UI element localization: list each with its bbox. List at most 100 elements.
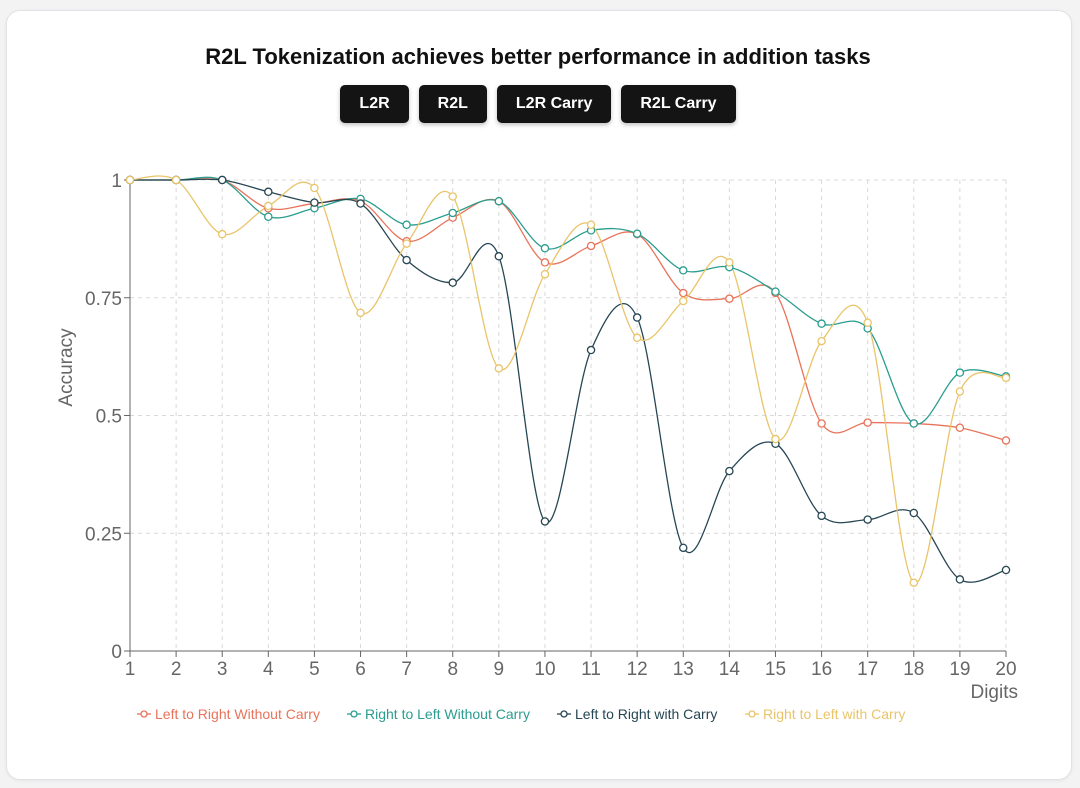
data-point-right-to-left-without-carry: [679, 266, 688, 275]
data-point-right-to-left-without-carry: [632, 229, 642, 238]
l2r-button[interactable]: L2R: [340, 85, 409, 123]
data-point-left-to-right-without-carry: [679, 288, 688, 298]
x-tick-label: 13: [673, 659, 694, 680]
x-tick-label: 1: [125, 659, 136, 680]
data-point-left-to-right-with-carry: [863, 515, 872, 524]
x-tick-label: 14: [719, 659, 741, 680]
data-point-right-to-left-with-carry: [171, 175, 181, 185]
y-tick-label: 0: [111, 642, 122, 663]
x-tick-label: 12: [627, 659, 648, 680]
chart-title: R2L Tokenization achieves better perform…: [205, 44, 871, 69]
x-tick-label: 20: [995, 659, 1016, 680]
x-tick-label: 3: [217, 659, 228, 680]
data-point-left-to-right-with-carry: [264, 187, 273, 197]
series-line-right-to-left-without-carry: [130, 176, 1007, 425]
data-point-left-to-right-without-carry: [863, 418, 872, 427]
data-point-left-to-right-with-carry: [1001, 565, 1011, 575]
series-line-right-to-left-with-carry: [129, 175, 1007, 584]
data-point-right-to-left-with-carry: [356, 308, 365, 318]
data-point-right-to-left-with-carry: [679, 296, 688, 306]
data-point-left-to-right-with-carry: [725, 466, 734, 476]
x-tick-label: 8: [447, 659, 458, 680]
x-tick-label: 15: [765, 659, 786, 680]
data-point-left-to-right-with-carry: [817, 511, 826, 521]
legend-item-left-to-right-without-carry[interactable]: Left to Right Without Carry: [155, 706, 320, 722]
x-tick-label: 17: [857, 659, 878, 680]
series-toggle-group: L2R R2L L2R Carry R2L Carry: [0, 85, 1076, 123]
data-point-right-to-left-with-carry: [771, 434, 780, 444]
data-point-left-to-right-with-carry: [402, 255, 411, 265]
data-point-left-to-right-with-carry: [586, 345, 596, 355]
data-point-right-to-left-without-carry: [955, 368, 965, 377]
data-point-left-to-right-with-carry: [955, 575, 965, 584]
data-point-left-to-right-without-carry: [955, 423, 965, 432]
data-point-right-to-left-with-carry: [1001, 373, 1011, 383]
x-tick-label: 19: [949, 659, 970, 680]
legend-item-right-to-left-with-carry[interactable]: Right to Left with Carry: [763, 706, 905, 722]
y-tick-label: 0.75: [85, 289, 122, 310]
data-point-right-to-left-without-carry: [264, 212, 273, 221]
data-point-right-to-left-with-carry: [217, 229, 227, 239]
data-point-right-to-left-with-carry: [540, 269, 550, 279]
data-point-left-to-right-with-carry: [632, 313, 642, 322]
data-point-left-to-right-with-carry: [494, 252, 504, 261]
data-point-right-to-left-without-carry: [540, 244, 550, 253]
x-tick-label: 7: [401, 659, 412, 680]
data-point-left-to-right-without-carry: [1001, 436, 1011, 445]
data-point-right-to-left-with-carry: [448, 192, 457, 201]
series-line-left-to-right-without-carry: [130, 177, 1007, 442]
data-point-left-to-right-without-carry: [725, 294, 734, 303]
x-tick-label: 18: [903, 659, 924, 680]
data-point-right-to-left-without-carry: [817, 319, 826, 328]
data-point-left-to-right-with-carry: [909, 508, 919, 518]
x-axis-title: Digits: [970, 682, 1018, 703]
data-point-right-to-left-with-carry: [402, 239, 411, 248]
data-point-left-to-right-with-carry: [217, 175, 227, 185]
legend-item-left-to-right-with-carry[interactable]: Left to Right with Carry: [575, 706, 717, 722]
l2r-carry-button[interactable]: L2R Carry: [496, 85, 612, 123]
legend-item-right-to-left-without-carry[interactable]: Right to Left Without Carry: [365, 706, 530, 722]
data-point-right-to-left-with-carry: [909, 578, 919, 587]
data-point-right-to-left-with-carry: [632, 333, 642, 343]
series-line-left-to-right-with-carry: [130, 178, 1007, 583]
x-tick-label: 9: [494, 659, 505, 680]
x-tick-label: 16: [811, 659, 832, 680]
data-point-right-to-left-with-carry: [310, 183, 319, 193]
data-point-right-to-left-with-carry: [955, 387, 965, 396]
data-point-right-to-left-without-carry: [448, 208, 457, 218]
x-tick-label: 6: [355, 659, 366, 680]
legend-marker-point[interactable]: [140, 710, 148, 718]
data-point-left-to-right-without-carry: [817, 419, 826, 428]
data-point-left-to-right-with-carry: [356, 199, 365, 208]
legend-marker-point[interactable]: [560, 710, 568, 718]
data-point-right-to-left-with-carry: [125, 175, 135, 185]
chart-card: [6, 10, 1072, 780]
data-point-right-to-left-with-carry: [817, 336, 826, 346]
data-point-right-to-left-without-carry: [909, 419, 919, 428]
data-point-right-to-left-with-carry: [494, 364, 504, 373]
data-point-left-to-right-with-carry: [679, 543, 688, 553]
y-axis-title: Accuracy: [56, 328, 77, 407]
legend-marker-point[interactable]: [350, 710, 358, 718]
x-tick-label: 11: [581, 659, 601, 680]
data-point-right-to-left-with-carry: [586, 220, 596, 229]
data-point-left-to-right-with-carry: [448, 278, 457, 287]
data-point-left-to-right-with-carry: [310, 198, 319, 207]
data-point-right-to-left-without-carry: [771, 287, 780, 296]
x-tick-label: 4: [263, 659, 274, 680]
data-point-right-to-left-without-carry: [402, 220, 411, 229]
x-tick-label: 2: [171, 659, 182, 680]
r2l-carry-button[interactable]: R2L Carry: [621, 85, 736, 123]
x-tick-label: 10: [534, 659, 555, 680]
y-tick-label: 1: [111, 171, 122, 192]
y-tick-label: 0.5: [96, 407, 122, 428]
data-point-left-to-right-with-carry: [540, 517, 550, 526]
legend-marker-point[interactable]: [748, 710, 756, 718]
data-point-right-to-left-with-carry: [863, 318, 872, 327]
data-point-left-to-right-without-carry: [586, 241, 596, 251]
r2l-button[interactable]: R2L: [418, 85, 487, 123]
data-point-right-to-left-with-carry: [264, 201, 273, 211]
x-tick-label: 5: [309, 659, 320, 680]
data-point-right-to-left-with-carry: [725, 258, 734, 267]
